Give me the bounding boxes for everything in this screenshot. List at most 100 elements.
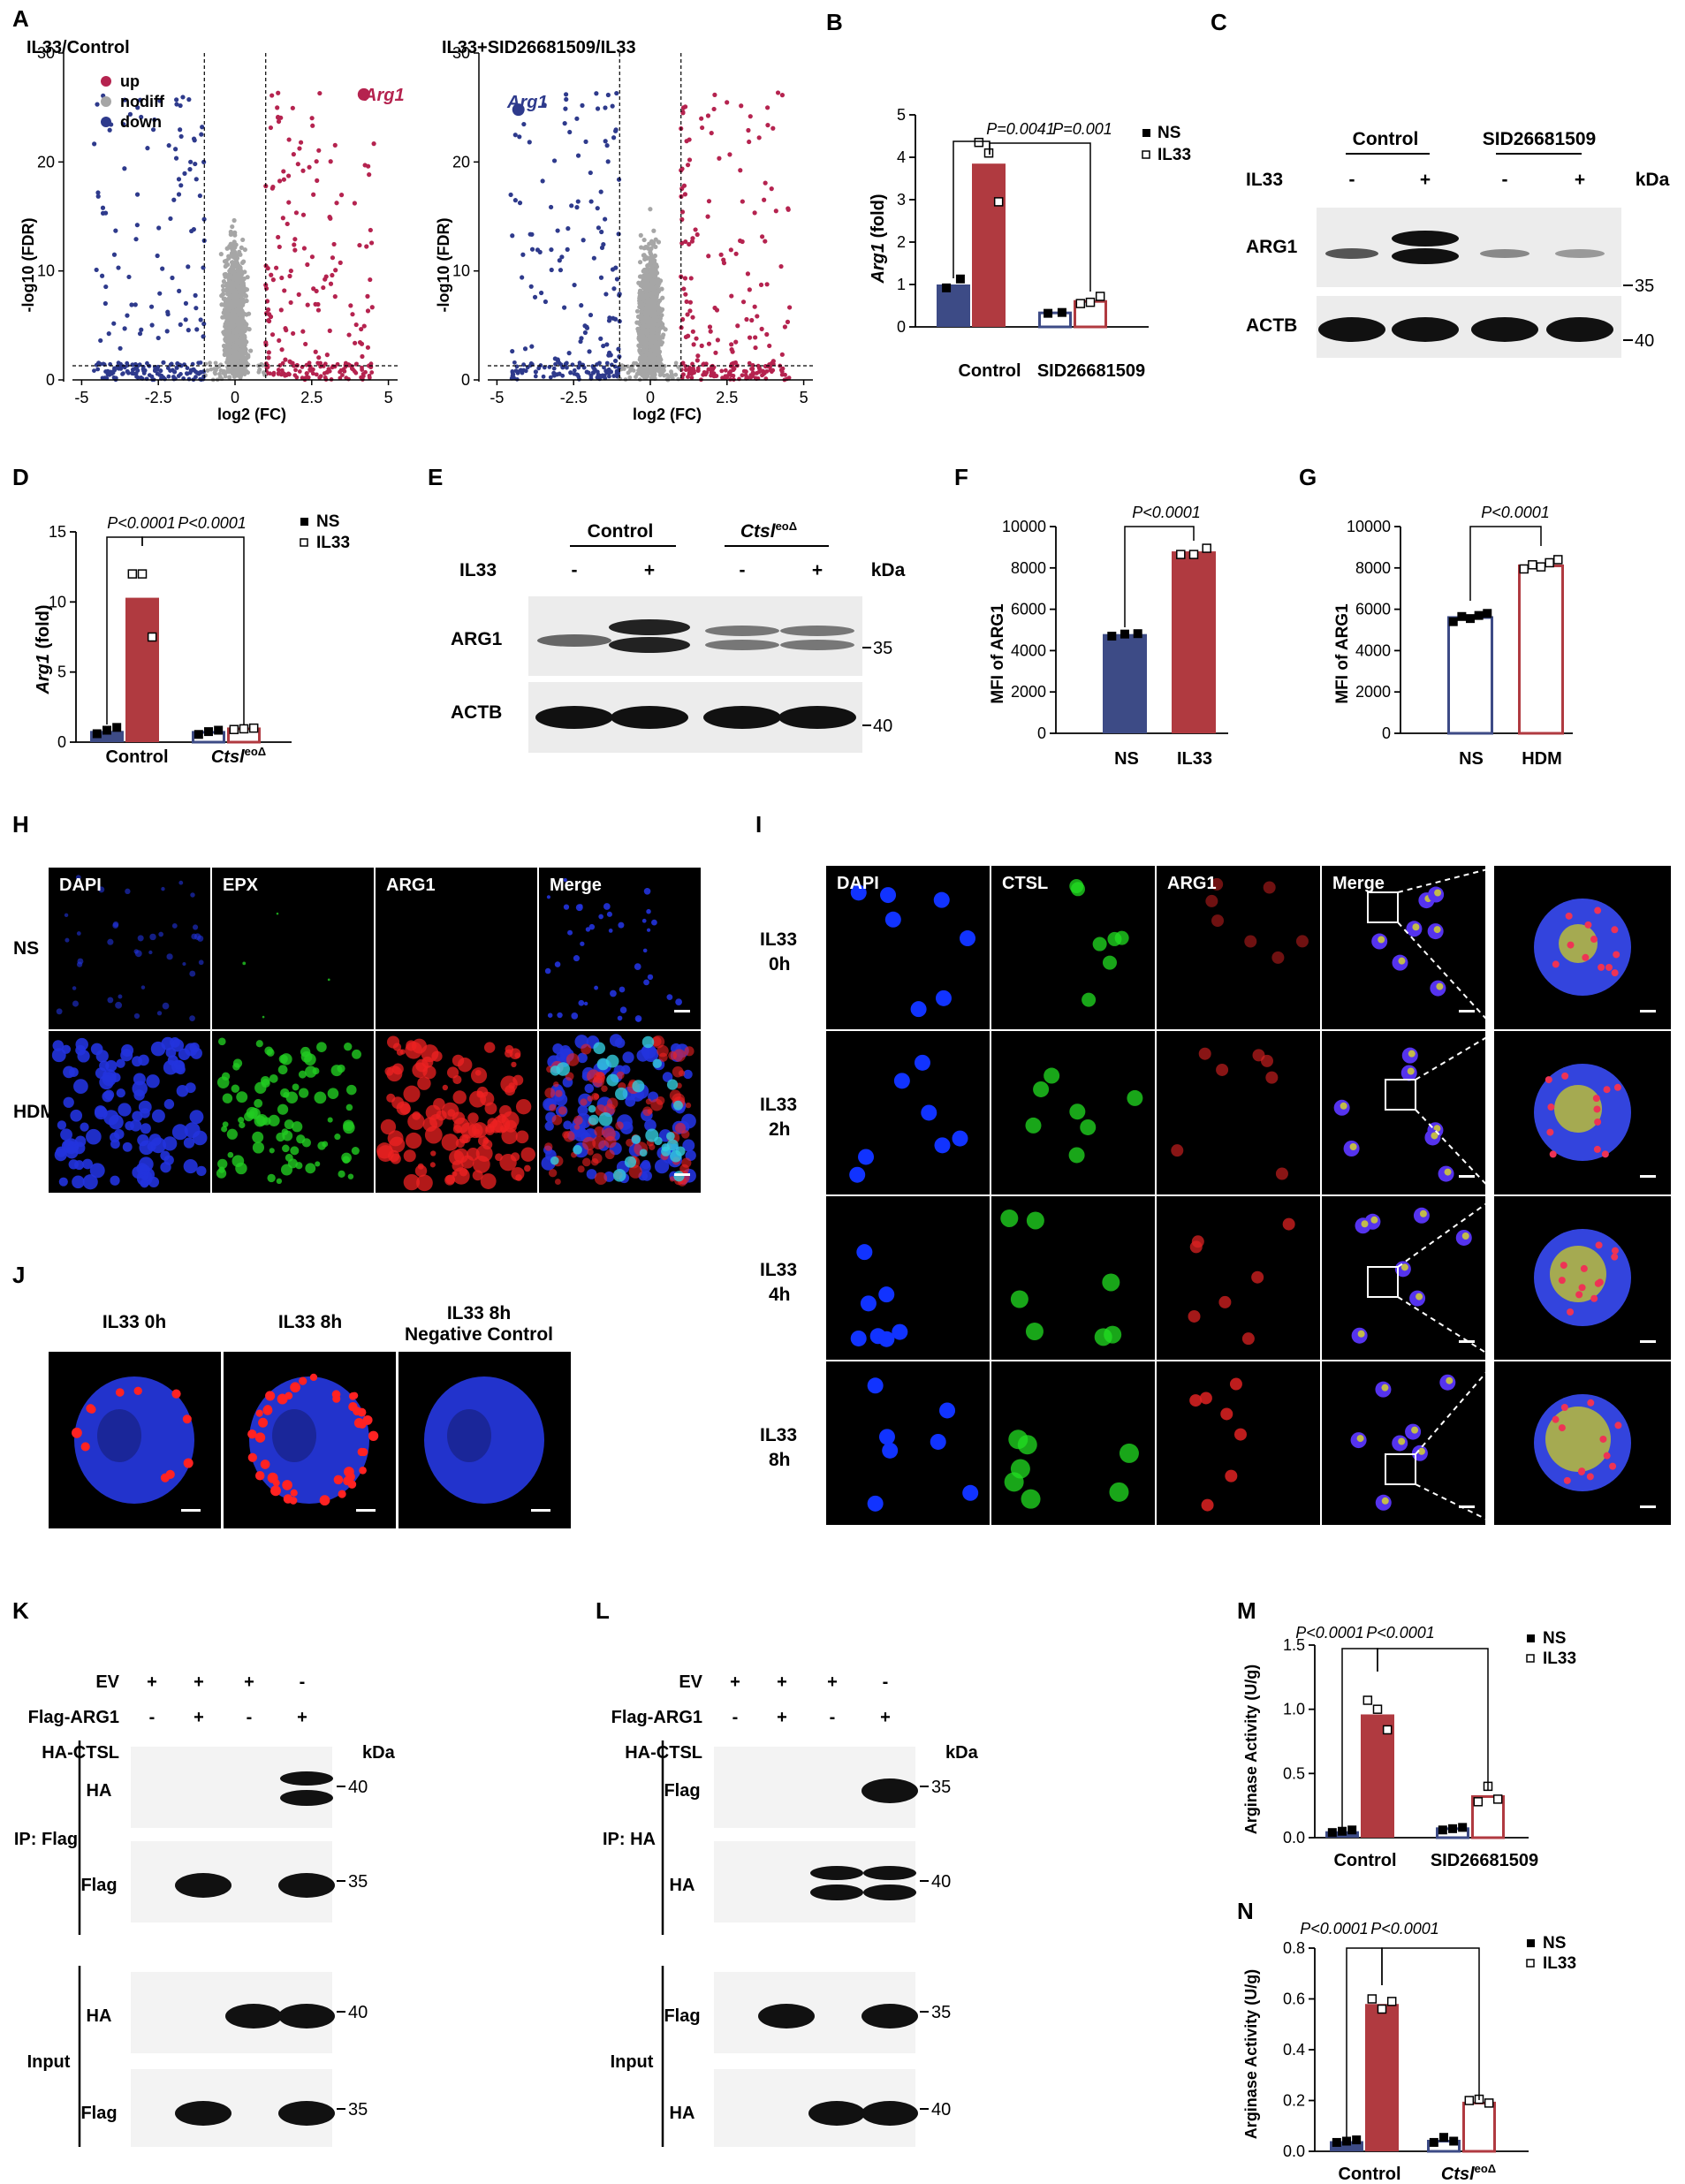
volcano-point-low (521, 362, 527, 368)
volcano-point-up (705, 214, 710, 219)
volcano-point-nodiff (228, 302, 233, 307)
e-actb-band-3 (703, 706, 781, 729)
cell-signal (603, 903, 611, 910)
volcano-point-down (183, 300, 189, 306)
volcano-point-nodiff (236, 263, 241, 269)
volcano-point-nodiff (240, 341, 246, 346)
i-tile-label: DAPI (837, 874, 879, 893)
cell-signal (555, 1089, 563, 1097)
e-group-ctsl: CtsleoΔ (740, 519, 797, 542)
cell-signal (544, 967, 551, 974)
cell-signal (467, 1148, 480, 1161)
cell-signal (584, 1083, 595, 1094)
scale-bar (1640, 1010, 1656, 1012)
volcano-point-low (271, 372, 276, 377)
panel-label-b: B (826, 9, 843, 35)
d-ylabel: Arg1 (fold) (34, 604, 53, 694)
cell-signal (351, 1146, 360, 1156)
volcano-point-up (285, 221, 290, 227)
cell-signal (64, 913, 69, 918)
volcano-point-down (598, 336, 603, 341)
volcano-point-nodiff (642, 256, 648, 262)
volcano-point-down (156, 225, 162, 231)
volcano-point-low (125, 363, 130, 368)
volcano-point-nodiff (231, 269, 237, 274)
y-tick-label: 4 (897, 148, 906, 166)
volcano-point-down (595, 106, 601, 111)
merge-colocalization (1381, 1497, 1389, 1505)
cell-signal (581, 1157, 591, 1167)
cell-signal (56, 1008, 63, 1015)
cell-signal (616, 1071, 625, 1080)
cell-signal (673, 1171, 685, 1182)
i-tile-content (1350, 1374, 1456, 1511)
volcano-point-up (718, 252, 724, 257)
volcano-point-nodiff (638, 335, 643, 340)
cell-signal (588, 1114, 599, 1126)
volcano-point-low (223, 374, 228, 379)
volcano-point-low (276, 371, 281, 376)
scale-bar (1640, 1175, 1656, 1178)
cell-signal (573, 955, 581, 962)
cell-signal (642, 948, 648, 953)
arg1-signal (1295, 935, 1309, 948)
volcano-point-low (342, 368, 347, 374)
cell-signal (227, 1151, 234, 1158)
cell-signal (301, 1138, 312, 1148)
volcano-point-nodiff (649, 282, 655, 288)
volcano-point-low (310, 371, 315, 376)
i-tile-label: ARG1 (1167, 874, 1217, 893)
volcano-point-up (371, 141, 376, 147)
volcano-point-up (311, 192, 316, 197)
volcano-point-up (291, 330, 296, 337)
i-tile-content (1171, 1047, 1288, 1180)
cell-signal (72, 986, 77, 990)
volcano-point-low (655, 368, 660, 372)
volcano-point-low (155, 371, 160, 376)
merge-colocalization (1381, 1384, 1389, 1392)
y-tick-label: 8000 (1355, 559, 1391, 577)
volcano-point-low (612, 364, 618, 369)
cell-signal (609, 1034, 623, 1047)
volcano-point-up (298, 140, 304, 145)
zoom-arg1-dot (1594, 1118, 1602, 1126)
c-actb-band-3 (1471, 317, 1538, 342)
volcano-point-low (515, 370, 520, 375)
cell-signal (587, 1069, 601, 1083)
volcano-point-nodiff (641, 246, 647, 251)
volcano-point-up (300, 212, 307, 217)
c-arg1-band-1 (1325, 248, 1378, 259)
cell-signal (118, 1103, 132, 1117)
cell-signal (594, 985, 599, 990)
volcano-point-nodiff (645, 263, 650, 269)
volcano-point-nodiff (232, 309, 238, 315)
i-tile-label: Merge (1332, 874, 1385, 893)
cell-signal (194, 933, 201, 940)
cell-signal (132, 1081, 148, 1096)
c-arg1-blot (1317, 208, 1621, 287)
volcano-point-nodiff (234, 280, 239, 286)
volcano-point-nodiff (221, 296, 226, 301)
cell-signal (598, 914, 603, 920)
bar (125, 597, 159, 742)
cell-signal (480, 1173, 497, 1189)
volcano-point-nodiff (656, 277, 661, 282)
cell-signal (634, 963, 641, 970)
ctsl-signal (1119, 1443, 1139, 1463)
h-tile-label: EPX (223, 876, 259, 895)
merge-colocalization (1431, 1132, 1438, 1140)
volcano-point-down (95, 102, 100, 107)
arg1-signal (1229, 1377, 1242, 1391)
zoom-arg1-dot (1605, 963, 1613, 971)
scale-bar (674, 1173, 690, 1176)
cell-signal (89, 1163, 105, 1179)
volcano-point-up (331, 241, 337, 247)
volcano-point-low (131, 371, 136, 376)
c-marker-35: 35 (1635, 277, 1654, 296)
y-tick-label: 10 (49, 593, 66, 610)
data-point (1553, 555, 1563, 565)
nucleus (858, 1149, 875, 1165)
cell-signal (668, 1050, 678, 1060)
cell-signal (421, 1044, 439, 1063)
d-legend-il33-marker (300, 538, 308, 547)
